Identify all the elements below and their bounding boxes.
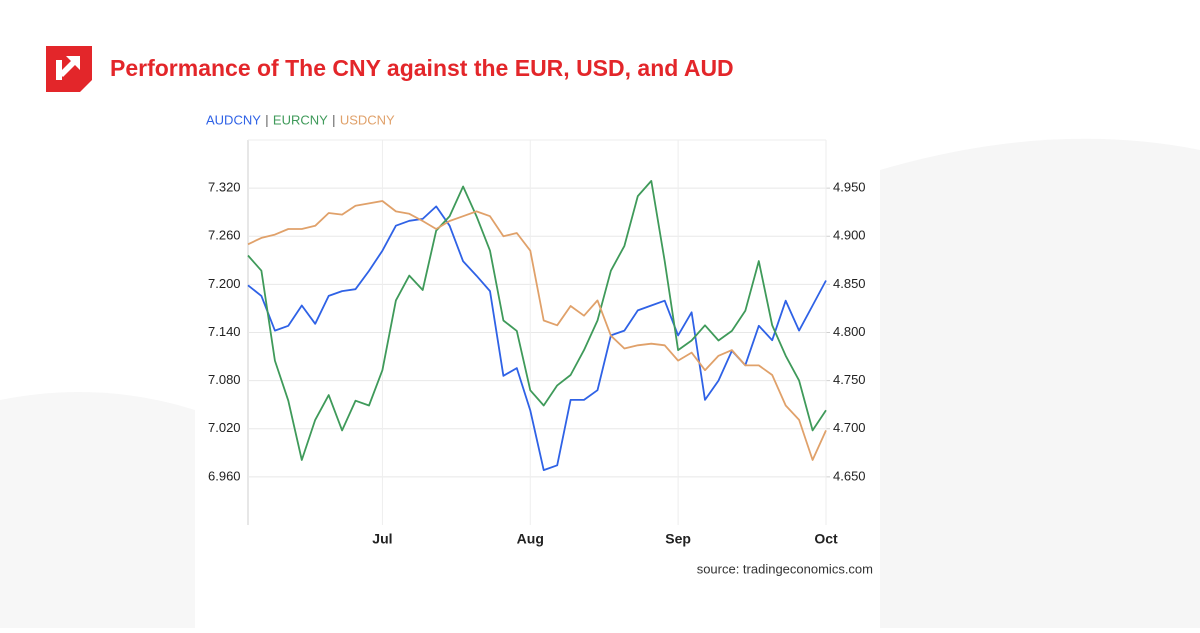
series-line [247,180,827,461]
y2-tick-label: 4.950 [833,180,866,195]
x-tick-label: Jul [372,531,392,547]
chart-title: Performance of The CNY against the EUR, … [110,55,734,81]
background-shape [0,392,195,628]
x-tick-label: Oct [814,531,838,547]
series-line [247,200,827,461]
legend-label: EURCNY [273,112,328,127]
y2-tick-label: 4.850 [833,276,866,291]
legend-label: AUDCNY [206,112,261,127]
y-tick-label: 7.260 [208,228,241,243]
series-line [247,205,827,471]
y2-tick-label: 4.800 [833,324,866,339]
y2-tick-label: 4.650 [833,468,866,483]
source: source: tradingeconomics.com [697,561,873,576]
x-tick-label: Sep [665,531,691,547]
chart-panel [195,105,880,585]
y-tick-label: 7.200 [208,276,241,291]
y-tick-label: 7.080 [208,372,241,387]
logo [46,46,92,92]
y2-tick-label: 4.750 [833,372,866,387]
y-tick-label: 7.140 [208,324,241,339]
y-tick-label: 7.320 [208,180,241,195]
y2-tick-label: 4.900 [833,228,866,243]
legend-label: USDCNY [340,112,395,127]
background-shape [880,138,1200,628]
y-tick-label: 6.960 [208,468,241,483]
y2-tick-label: 4.700 [833,420,866,435]
y-tick-label: 7.020 [208,420,241,435]
x-tick-label: Aug [517,531,544,547]
